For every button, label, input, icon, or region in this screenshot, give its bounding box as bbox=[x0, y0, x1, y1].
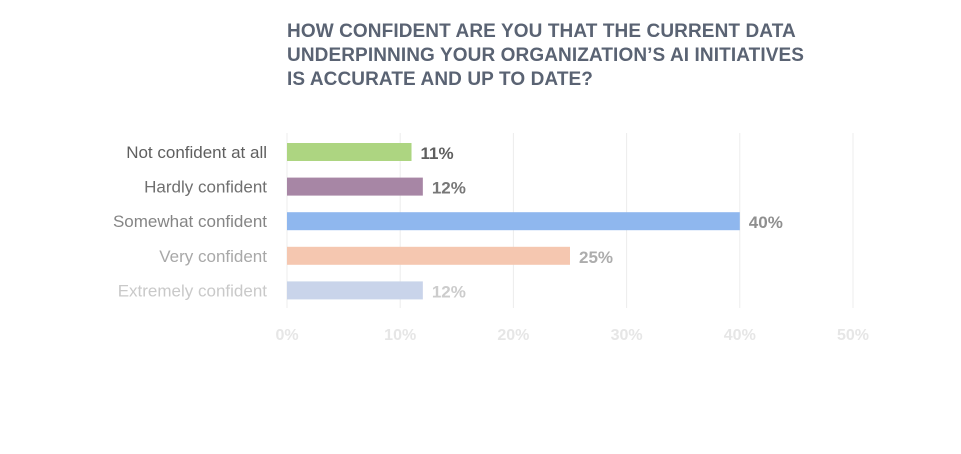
x-tick-label: 50% bbox=[837, 327, 869, 344]
bar bbox=[287, 212, 740, 231]
value-label: 12% bbox=[432, 179, 466, 198]
category-label: Hardly confident bbox=[144, 178, 267, 197]
x-tick-label: 40% bbox=[724, 327, 756, 344]
value-label: 40% bbox=[749, 213, 783, 232]
value-label: 25% bbox=[579, 248, 613, 267]
category-label: Somewhat confident bbox=[113, 212, 267, 231]
x-tick-label: 30% bbox=[611, 327, 643, 344]
chart-title-line-2: UNDERPINNING YOUR ORGANIZATION’S AI INIT… bbox=[287, 45, 805, 66]
category-label: Not confident at all bbox=[126, 143, 267, 162]
chart-title: HOW CONFIDENT ARE YOU THAT THE CURRENT D… bbox=[287, 20, 907, 92]
x-tick-label: 10% bbox=[384, 327, 416, 344]
x-tick-label: 0% bbox=[275, 327, 298, 344]
bar bbox=[287, 246, 570, 265]
chart-title-line-1: HOW CONFIDENT ARE YOU THAT THE CURRENT D… bbox=[287, 21, 796, 42]
value-label: 11% bbox=[421, 144, 454, 163]
chart-title-line-3: IS ACCURATE AND UP TO DATE? bbox=[287, 69, 594, 90]
x-tick-label: 20% bbox=[497, 327, 529, 344]
bar bbox=[287, 281, 423, 300]
bar bbox=[287, 143, 412, 161]
bar bbox=[287, 177, 423, 196]
category-label: Very confident bbox=[159, 247, 267, 266]
category-label: Extremely confident bbox=[118, 281, 268, 300]
value-label: 12% bbox=[432, 282, 466, 301]
